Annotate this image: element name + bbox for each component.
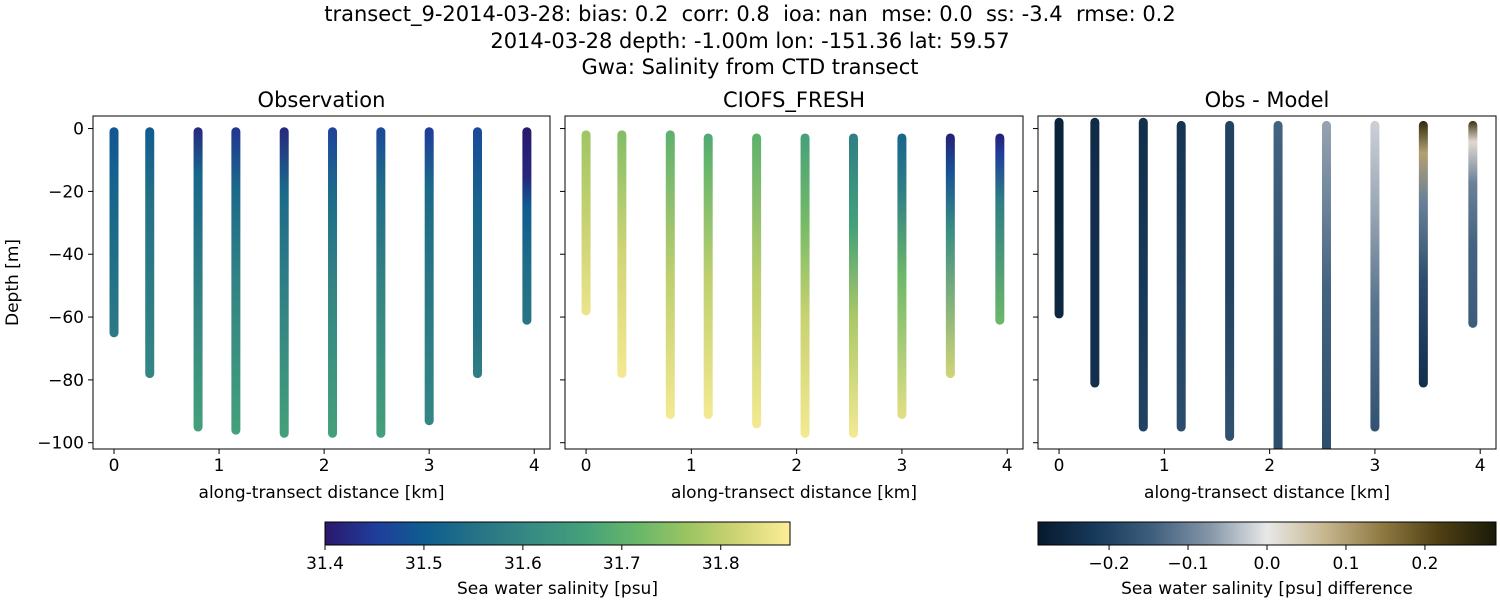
profile-dots <box>145 127 154 378</box>
plot-area <box>1055 118 1478 454</box>
profile-dots <box>1274 121 1283 454</box>
profile-dots <box>1225 121 1234 441</box>
profile-dots <box>995 133 1004 324</box>
y-tick-label: −40 <box>48 245 84 265</box>
profile-dots <box>1468 121 1477 328</box>
profile-dots <box>666 130 675 419</box>
colorbar-tick-label: 31.6 <box>504 554 542 574</box>
y-tick-label: 0 <box>73 120 84 140</box>
profile-dots <box>897 133 906 418</box>
panel-2: Obs - Model 0 1 2 3 4 along-transect distance … <box>1033 88 1496 503</box>
colorbar-tick-label: 0.2 <box>1411 554 1438 574</box>
colorbar-tick-label: 31.8 <box>702 554 740 574</box>
profile-dots <box>752 133 761 428</box>
profile-dots <box>376 127 385 438</box>
profile-dots <box>280 127 289 438</box>
x-tick-label: 1 <box>214 456 225 476</box>
x-tick-label: 3 <box>897 456 908 476</box>
profile-dots <box>1370 121 1379 432</box>
colorbar-tick-label: −0.2 <box>1088 554 1129 574</box>
profile-dots <box>473 127 482 378</box>
profile-dots <box>231 127 240 434</box>
x-tick-label: 3 <box>1370 456 1381 476</box>
plot-area <box>110 127 532 438</box>
profile-dots <box>1055 118 1064 319</box>
y-tick-label: −100 <box>37 434 84 454</box>
colorbar-tick-label: 31.5 <box>405 554 443 574</box>
colorbar-tick-label: −0.1 <box>1167 554 1208 574</box>
colorbar-0: 31.4 31.5 31.6 31.7 31.8 Sea water salinity [… <box>306 522 790 599</box>
colorbar-tick-label: 31.4 <box>306 554 344 574</box>
profile-dots <box>1139 118 1148 432</box>
profile-dots <box>704 133 713 418</box>
colorbar-tick-label: 0.1 <box>1332 554 1359 574</box>
x-tick-label: 2 <box>1264 456 1275 476</box>
profile-dots <box>522 127 531 324</box>
x-tick-label: 0 <box>581 456 592 476</box>
y-tick-label: −20 <box>48 182 84 202</box>
x-tick-label: 4 <box>529 456 540 476</box>
colorbar-tick-label: 0.0 <box>1253 554 1280 574</box>
colorbar-tick-label: 31.7 <box>603 554 641 574</box>
colorbar-bar <box>325 522 790 545</box>
panel-title: Observation <box>258 88 386 112</box>
x-tick-label: 4 <box>1475 456 1486 476</box>
profile-dots <box>194 127 203 431</box>
x-tick-label: 0 <box>1054 456 1065 476</box>
colorbar-label: Sea water salinity [psu] <box>457 579 658 599</box>
colorbar-bar <box>1038 522 1496 545</box>
profile-dots <box>849 133 858 437</box>
x-tick-label: 3 <box>424 456 435 476</box>
panel-1: CIOFS_FRESH 0 1 2 3 4 along-transect distance … <box>560 88 1023 503</box>
profile-dots <box>617 130 626 378</box>
profile-dots <box>801 133 810 437</box>
profile-dots <box>110 127 119 337</box>
colorbar-1: −0.2 −0.1 0.0 0.1 0.2 Sea water salinity [psu… <box>1038 522 1496 599</box>
profile-dots <box>1177 121 1186 432</box>
profile-dots <box>1419 121 1428 388</box>
x-tick-label: 2 <box>319 456 330 476</box>
x-axis-label: along-transect distance [km] <box>671 483 917 503</box>
y-tick-label: −80 <box>48 371 84 391</box>
x-tick-label: 0 <box>109 456 120 476</box>
x-tick-label: 4 <box>1002 456 1013 476</box>
x-tick-label: 1 <box>686 456 697 476</box>
panel-0: Observation 0 1 2 3 4 along-transect distance … <box>3 88 550 503</box>
colorbar-label: Sea water salinity [psu] difference <box>1121 579 1413 599</box>
profile-dots <box>1090 118 1099 388</box>
panel-title: Obs - Model <box>1205 88 1330 112</box>
x-axis-label: along-transect distance [km] <box>1144 483 1390 503</box>
profile-dots <box>425 127 434 425</box>
y-tick-label: −60 <box>48 308 84 328</box>
profile-dots <box>328 127 337 438</box>
profile-dots <box>946 133 955 378</box>
x-tick-label: 2 <box>791 456 802 476</box>
y-axis-label: Depth [m] <box>3 239 23 326</box>
plot-area <box>582 130 1005 437</box>
profile-dots <box>582 130 591 315</box>
x-tick-label: 1 <box>1159 456 1170 476</box>
x-axis-label: along-transect distance [km] <box>199 483 445 503</box>
profile-dots <box>1322 121 1331 454</box>
panel-title: CIOFS_FRESH <box>723 88 865 113</box>
